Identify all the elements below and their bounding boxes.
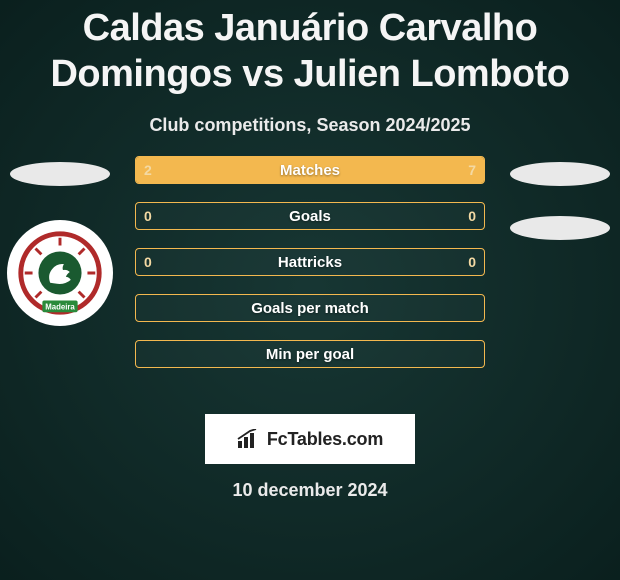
player-photo-placeholder xyxy=(10,162,110,186)
stat-label: Matches xyxy=(136,157,484,183)
right-player-column xyxy=(500,156,620,240)
page-subtitle: Club competitions, Season 2024/2025 xyxy=(0,115,620,136)
snapshot-date: 10 december 2024 xyxy=(0,480,620,501)
stat-bar: 27Matches xyxy=(135,156,485,184)
stat-bar: 00Goals xyxy=(135,202,485,230)
player-photo-placeholder xyxy=(510,162,610,186)
club-logo-text: Madeira xyxy=(45,302,75,311)
left-player-column: Madeira xyxy=(0,156,120,326)
stat-bar: 00Hattricks xyxy=(135,248,485,276)
comparison-panel: Madeira 27Matches 00Goals 00Hattricks Goals… xyxy=(0,156,620,416)
stat-bars: 27Matches 00Goals 00Hattricks Goals per mat… xyxy=(135,156,485,386)
stat-label: Min per goal xyxy=(136,341,484,367)
stat-label: Goals xyxy=(136,203,484,229)
brand-badge: FcTables.com xyxy=(205,414,415,464)
page-title: Caldas Januário Carvalho Domingos vs Jul… xyxy=(0,0,620,97)
stat-bar: Goals per match xyxy=(135,294,485,322)
club-logo-left: Madeira xyxy=(7,220,113,326)
club-logo-placeholder xyxy=(510,216,610,240)
stat-label: Goals per match xyxy=(136,295,484,321)
brand-name: FcTables.com xyxy=(267,429,383,450)
chart-icon xyxy=(237,429,261,449)
stat-label: Hattricks xyxy=(136,249,484,275)
stat-bar: Min per goal xyxy=(135,340,485,368)
